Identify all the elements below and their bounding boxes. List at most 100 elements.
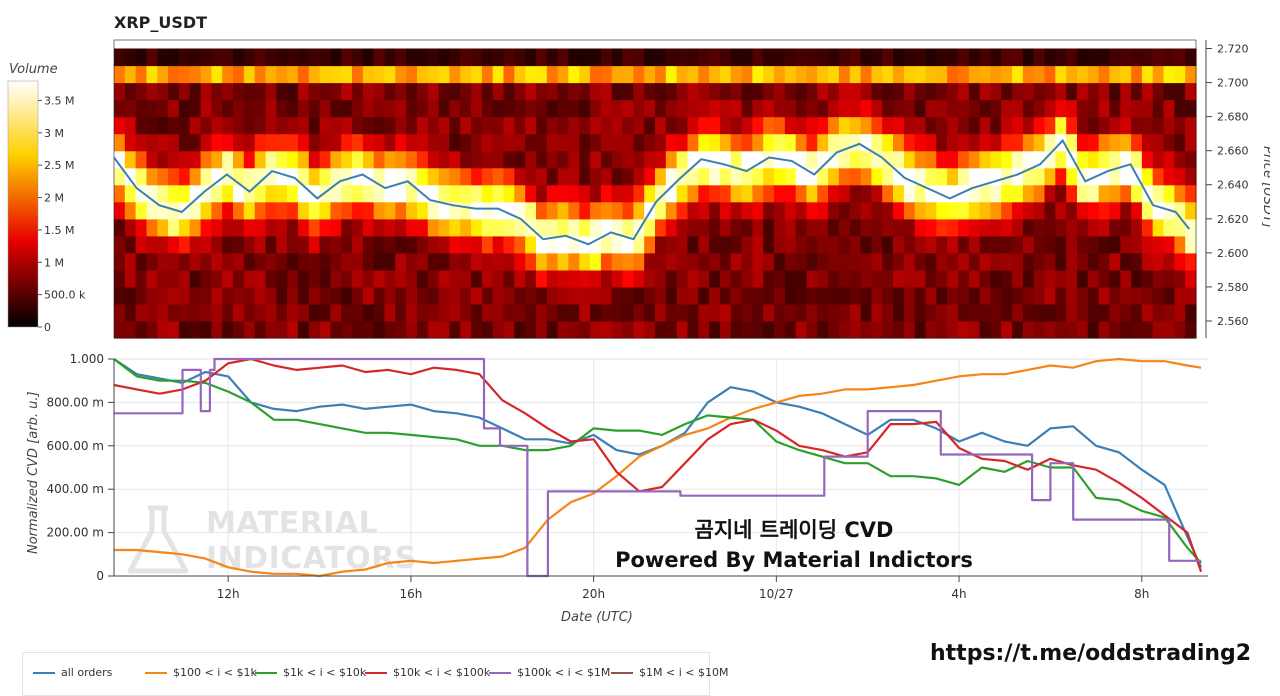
heatmap-cell	[178, 269, 191, 288]
heatmap-cell	[1120, 116, 1132, 135]
heatmap-cell	[676, 218, 688, 237]
heatmap-cell	[611, 99, 624, 118]
heatmap-cell	[211, 65, 223, 84]
heatmap-cell	[449, 133, 461, 152]
heatmap-cell	[1120, 218, 1132, 237]
heatmap-cell	[287, 252, 299, 271]
heatmap-cell	[449, 235, 461, 254]
heatmap-cell	[362, 167, 375, 186]
price-axis: 2.5602.5802.6002.6202.6402.6602.6802.700…	[1205, 40, 1249, 338]
heatmap-cell	[384, 303, 396, 322]
heatmap-cell	[135, 218, 147, 237]
heatmap-cell	[871, 184, 883, 203]
heatmap-cell	[308, 99, 321, 118]
heatmap-cell	[1022, 252, 1035, 271]
heatmap-cell	[914, 321, 927, 339]
heatmap-cell	[514, 48, 526, 67]
heatmap-cell	[1131, 218, 1143, 237]
heatmap-cell	[990, 269, 1002, 288]
heatmap-cell	[925, 167, 937, 186]
heatmap-cell	[611, 218, 624, 237]
heatmap-cell	[1098, 184, 1110, 203]
heatmap-cell	[741, 184, 753, 203]
heatmap-cell	[417, 167, 429, 186]
heatmap-cell	[449, 116, 461, 135]
heatmap-cell	[557, 82, 569, 101]
heatmap-cell	[1109, 48, 1121, 67]
heatmap-cell	[903, 235, 916, 254]
heatmap-cell	[557, 269, 569, 288]
heatmap-cell	[330, 218, 342, 237]
heatmap-cell	[114, 48, 126, 67]
heatmap-cell	[427, 218, 440, 237]
heatmap-cell	[352, 116, 364, 135]
heatmap-cell	[341, 303, 353, 322]
legend-item[interactable]: $1k < i < $10k	[255, 666, 366, 679]
heatmap-cell	[308, 184, 321, 203]
heatmap-cell	[1098, 218, 1110, 237]
heatmap-cell	[460, 269, 472, 288]
cvd-y-axis-label: Normalized CVD [arb. u.]	[26, 391, 41, 554]
heatmap-cell	[568, 269, 580, 288]
heatmap-cell	[914, 235, 927, 254]
heatmap-cell	[308, 65, 321, 84]
heatmap-cell	[124, 150, 137, 169]
heatmap-cell	[871, 48, 883, 67]
heatmap-cell	[817, 167, 829, 186]
heatmap-cell	[1077, 235, 1089, 254]
heatmap-cell	[287, 303, 299, 322]
y-tick-label: 200.00 m	[47, 526, 105, 540]
heatmap-cell	[655, 201, 667, 220]
legend-item[interactable]: $100k < i < $1M	[489, 666, 610, 679]
heatmap-cell	[1012, 65, 1024, 84]
legend-item[interactable]: $10k < i < $100k	[365, 666, 490, 679]
heatmap-cell	[579, 65, 591, 84]
heatmap-cell	[914, 269, 927, 288]
legend-item[interactable]: all orders	[33, 666, 112, 679]
heatmap-cell	[936, 235, 948, 254]
heatmap-cell	[124, 133, 137, 152]
heatmap-cell	[481, 252, 494, 271]
heatmap-cell	[568, 150, 580, 169]
heatmap-cell	[936, 150, 948, 169]
heatmap-cell	[525, 303, 537, 322]
legend-item[interactable]: $1M < i < $10M	[611, 666, 728, 679]
heatmap-cell	[319, 218, 331, 237]
heatmap-cell	[914, 133, 927, 152]
heatmap-cell	[135, 99, 147, 118]
heatmap-cell	[860, 321, 872, 339]
heatmap-cell	[330, 321, 342, 339]
heatmap-cell	[481, 99, 494, 118]
heatmap-cell	[157, 167, 169, 186]
heatmap-cell	[557, 235, 569, 254]
heatmap-cell	[168, 133, 180, 152]
heatmap-cell	[1131, 235, 1143, 254]
heatmap-cell	[308, 303, 321, 322]
heatmap-cell	[297, 269, 310, 288]
heatmap-cell	[211, 235, 223, 254]
heatmap-cell	[200, 82, 212, 101]
heatmap-cell	[644, 218, 656, 237]
heatmap-cell	[622, 133, 634, 152]
heatmap-cell	[233, 133, 245, 152]
price-tick-label: 2.680	[1217, 111, 1249, 124]
heatmap-cell	[817, 82, 829, 101]
heatmap-cell	[871, 303, 883, 322]
heatmap-cell	[438, 201, 450, 220]
heatmap-cell	[622, 116, 634, 135]
heatmap-cell	[1131, 133, 1143, 152]
heatmap-cell	[157, 48, 169, 67]
heatmap-cell	[460, 286, 472, 305]
heatmap-cell	[114, 303, 126, 322]
heatmap-cell	[914, 116, 927, 135]
heatmap-cell	[373, 184, 386, 203]
heatmap-cell	[1012, 286, 1024, 305]
heatmap-cell	[384, 167, 396, 186]
cvd-series	[113, 357, 1203, 578]
heatmap-cell	[698, 218, 710, 237]
legend-item[interactable]: $100 < i < $1k	[145, 666, 257, 679]
heatmap-cell	[882, 133, 894, 152]
telegram-link[interactable]: https://t.me/oddstrading2	[930, 641, 1252, 666]
heatmap-cell	[233, 218, 245, 237]
heatmap-cell	[135, 133, 147, 152]
